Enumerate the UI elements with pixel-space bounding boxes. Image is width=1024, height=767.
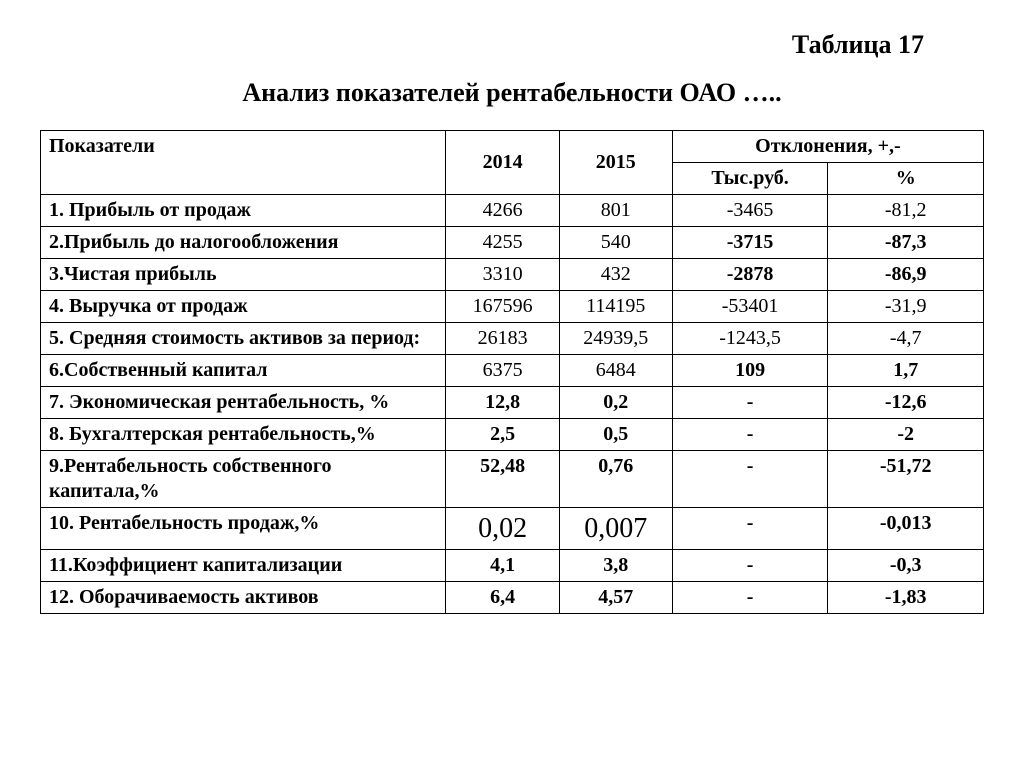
cell-2014: 0,02 <box>446 508 559 550</box>
th-indicator: Показатели <box>41 131 446 195</box>
cell-label: 2.Прибыль до налогообложения <box>41 227 446 259</box>
th-2014: 2014 <box>446 131 559 195</box>
cell-label: 9.Рентабельность собственного капитала,% <box>41 451 446 508</box>
cell-label: 10. Рентабельность продаж,% <box>41 508 446 550</box>
cell-deviation-rub: - <box>672 387 828 419</box>
cell-deviation-pct: -1,83 <box>828 582 984 614</box>
table-row: 3.Чистая прибыль3310432-2878-86,9 <box>41 259 984 291</box>
cell-2014: 4255 <box>446 227 559 259</box>
cell-label: 4. Выручка от продаж <box>41 291 446 323</box>
cell-deviation-pct: -81,2 <box>828 195 984 227</box>
cell-deviation-pct: -2 <box>828 419 984 451</box>
cell-2015: 4,57 <box>559 582 672 614</box>
cell-deviation-rub: -1243,5 <box>672 323 828 355</box>
cell-2014: 167596 <box>446 291 559 323</box>
table-row: 2.Прибыль до налогообложения4255540-3715… <box>41 227 984 259</box>
cell-deviation-rub: -3715 <box>672 227 828 259</box>
cell-label: 7. Экономическая рентабельность, % <box>41 387 446 419</box>
cell-label: 1. Прибыль от продаж <box>41 195 446 227</box>
cell-2015: 6484 <box>559 355 672 387</box>
table-body: 1. Прибыль от продаж4266801-3465-81,22.П… <box>41 195 984 614</box>
cell-2014: 4266 <box>446 195 559 227</box>
cell-2014: 4,1 <box>446 550 559 582</box>
table-row: 11.Коэффициент капитализации4,13,8--0,3 <box>41 550 984 582</box>
table-row: 9.Рентабельность собственного капитала,%… <box>41 451 984 508</box>
th-rub: Тыс.руб. <box>672 163 828 195</box>
cell-2014: 52,48 <box>446 451 559 508</box>
cell-deviation-rub: -3465 <box>672 195 828 227</box>
cell-2015: 432 <box>559 259 672 291</box>
cell-deviation-rub: -2878 <box>672 259 828 291</box>
cell-deviation-pct: 1,7 <box>828 355 984 387</box>
table-row: 4. Выручка от продаж167596114195-53401-3… <box>41 291 984 323</box>
cell-2015: 24939,5 <box>559 323 672 355</box>
cell-2014: 2,5 <box>446 419 559 451</box>
th-2015: 2015 <box>559 131 672 195</box>
cell-2014: 6375 <box>446 355 559 387</box>
cell-label: 12. Оборачиваемость активов <box>41 582 446 614</box>
table-row: 6.Собственный капитал637564841091,7 <box>41 355 984 387</box>
cell-2015: 801 <box>559 195 672 227</box>
cell-label: 8. Бухгалтерская рентабельность,% <box>41 419 446 451</box>
cell-deviation-rub: 109 <box>672 355 828 387</box>
cell-2015: 0,007 <box>559 508 672 550</box>
cell-2014: 3310 <box>446 259 559 291</box>
cell-label: 11.Коэффициент капитализации <box>41 550 446 582</box>
cell-label: 3.Чистая прибыль <box>41 259 446 291</box>
cell-deviation-rub: - <box>672 508 828 550</box>
cell-label: 5. Средняя стоимость активов за период: <box>41 323 446 355</box>
cell-deviation-pct: -0,3 <box>828 550 984 582</box>
table-row: 5. Средняя стоимость активов за период:2… <box>41 323 984 355</box>
table-row: 8. Бухгалтерская рентабельность,%2,50,5-… <box>41 419 984 451</box>
cell-deviation-rub: -53401 <box>672 291 828 323</box>
cell-label: 6.Собственный капитал <box>41 355 446 387</box>
cell-deviation-pct: -4,7 <box>828 323 984 355</box>
cell-deviation-rub: - <box>672 582 828 614</box>
table-row: 12. Оборачиваемость активов6,44,57--1,83 <box>41 582 984 614</box>
cell-2015: 114195 <box>559 291 672 323</box>
page-title: Анализ показателей рентабельности ОАО ….… <box>40 78 984 108</box>
cell-2014: 12,8 <box>446 387 559 419</box>
profitability-table: Показатели 2014 2015 Отклонения, +,- Тыс… <box>40 130 984 614</box>
cell-deviation-rub: - <box>672 451 828 508</box>
cell-deviation-pct: -87,3 <box>828 227 984 259</box>
cell-deviation-pct: -31,9 <box>828 291 984 323</box>
cell-deviation-pct: -0,013 <box>828 508 984 550</box>
cell-2015: 0,2 <box>559 387 672 419</box>
th-pct: % <box>828 163 984 195</box>
th-deviation: Отклонения, +,- <box>672 131 983 163</box>
table-row: 10. Рентабельность продаж,%0,020,007--0,… <box>41 508 984 550</box>
cell-deviation-pct: -86,9 <box>828 259 984 291</box>
table-number: Таблица 17 <box>40 30 924 60</box>
table-row: 7. Экономическая рентабельность, %12,80,… <box>41 387 984 419</box>
cell-2015: 0,5 <box>559 419 672 451</box>
cell-2015: 3,8 <box>559 550 672 582</box>
cell-deviation-pct: -51,72 <box>828 451 984 508</box>
cell-2014: 26183 <box>446 323 559 355</box>
cell-deviation-pct: -12,6 <box>828 387 984 419</box>
cell-deviation-rub: - <box>672 550 828 582</box>
table-row: 1. Прибыль от продаж4266801-3465-81,2 <box>41 195 984 227</box>
cell-2015: 0,76 <box>559 451 672 508</box>
cell-2014: 6,4 <box>446 582 559 614</box>
cell-deviation-rub: - <box>672 419 828 451</box>
cell-2015: 540 <box>559 227 672 259</box>
